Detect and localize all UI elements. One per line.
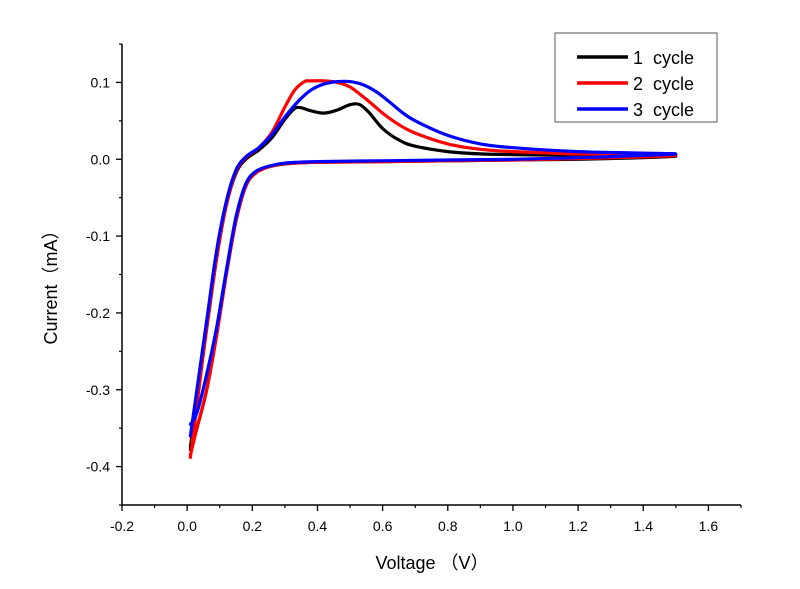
y-tick-label: -0.1 — [86, 228, 110, 244]
x-tick-label: 1.6 — [699, 518, 719, 534]
legend-label-3: 3 cycle — [633, 100, 694, 120]
y-tick-label: -0.3 — [86, 382, 110, 398]
x-tick-label: 1.2 — [568, 518, 588, 534]
x-axis-title: Voltage （V） — [375, 553, 488, 573]
legend-box — [554, 32, 718, 123]
x-tick-label: 1.0 — [503, 518, 523, 534]
series-line-3 — [188, 79, 678, 438]
legend: 1 cycle 2 cycle 3 cycle — [554, 32, 718, 123]
y-axis-title: Current（mA） — [41, 221, 61, 344]
y-tick-label: -0.2 — [86, 305, 110, 321]
x-tick-label: 1.4 — [634, 518, 654, 534]
y-tick-label: 0.1 — [91, 74, 111, 90]
legend-label-2: 2 cycle — [633, 74, 694, 94]
x-ticks-group: -0.2 0.0 0.2 0.4 0.6 0.8 1.0 1.2 1.4 1.6 — [110, 505, 742, 534]
x-tick-label: 0.2 — [243, 518, 263, 534]
x-tick-label: 0.0 — [177, 518, 197, 534]
x-tick-label: 0.4 — [308, 518, 328, 534]
y-tick-label: -0.4 — [86, 459, 110, 475]
x-tick-label: 0.6 — [373, 518, 393, 534]
series-line-2 — [188, 79, 678, 459]
x-tick-label: -0.2 — [110, 518, 134, 534]
y-ticks-group: 0.1 0.0 -0.1 -0.2 -0.3 -0.4 — [86, 43, 122, 506]
y-tick-label: 0.0 — [91, 151, 111, 167]
x-tick-label: 0.8 — [438, 518, 458, 534]
curves-group — [188, 79, 678, 459]
legend-label-1: 1 cycle — [633, 48, 694, 68]
